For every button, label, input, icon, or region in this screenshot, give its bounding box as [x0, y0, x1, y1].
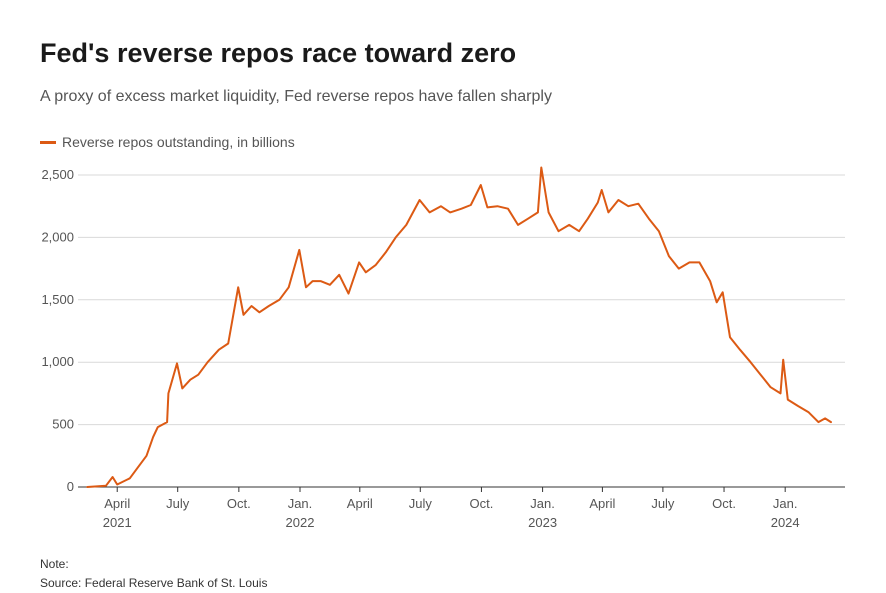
x-tick-label: Jan.	[773, 496, 798, 511]
x-tick-label: April	[104, 496, 130, 511]
x-tick-label: Oct.	[470, 496, 494, 511]
x-tick-year: 2023	[528, 515, 557, 530]
x-tick-label: April	[589, 496, 615, 511]
y-axis: 0 500 1,000 1,500 2,000 2,500	[41, 167, 74, 494]
x-tick-year: 2024	[771, 515, 800, 530]
x-tick-label: Jan.	[288, 496, 313, 511]
x-tick-year: 2022	[286, 515, 315, 530]
y-tick-label: 2,500	[41, 167, 74, 182]
chart-title: Fed's reverse repos race toward zero	[40, 38, 517, 68]
y-tick-label: 2,000	[41, 229, 74, 244]
legend-label: Reverse repos outstanding, in billions	[62, 134, 295, 150]
chart-subtitle: A proxy of excess market liquidity, Fed …	[40, 88, 552, 105]
series-line	[86, 166, 832, 488]
chart-source: Source: Federal Reserve Bank of St. Loui…	[40, 576, 268, 590]
x-tick-label: July	[409, 496, 433, 511]
x-tick-label: July	[651, 496, 675, 511]
gridlines	[78, 174, 845, 426]
x-tick-label: Jan.	[530, 496, 555, 511]
legend-swatch	[40, 140, 56, 144]
y-tick-label: 500	[52, 417, 74, 432]
series-layer	[86, 166, 832, 488]
x-tick-label: July	[166, 496, 190, 511]
chart-note: Note:	[40, 557, 69, 571]
x-tick-year: 2021	[103, 515, 132, 530]
x-tick-label: Oct.	[712, 496, 736, 511]
chart-legend: Reverse repos outstanding, in billions	[40, 134, 295, 150]
y-tick-label: 0	[67, 479, 74, 494]
x-tick-label: April	[347, 496, 373, 511]
x-tick-label: Oct.	[227, 496, 251, 511]
x-axis: April 2021 July Oct. Jan. 2022 April July Oct. Ja…	[78, 486, 845, 530]
y-tick-label: 1,000	[41, 354, 74, 369]
y-tick-label: 1,500	[41, 292, 74, 307]
